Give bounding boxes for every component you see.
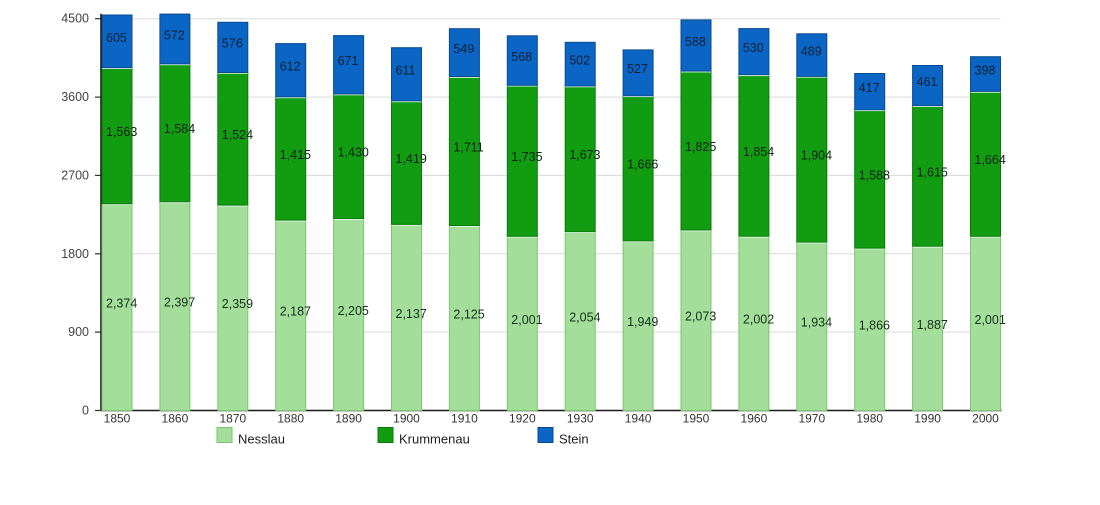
svg-text:461: 461 [917,75,938,89]
svg-text:Stein: Stein [559,432,589,447]
svg-text:568: 568 [511,50,532,64]
svg-text:1950: 1950 [683,412,710,426]
svg-text:1,588: 1,588 [859,168,890,182]
svg-text:1880: 1880 [277,412,304,426]
svg-text:1,666: 1,666 [627,158,658,172]
svg-text:2,002: 2,002 [743,313,774,327]
svg-text:3600: 3600 [61,90,89,104]
svg-text:2,073: 2,073 [685,310,716,324]
svg-text:1,415: 1,415 [280,148,311,162]
svg-text:588: 588 [685,35,706,49]
svg-text:1,524: 1,524 [222,128,253,142]
svg-text:1960: 1960 [741,412,768,426]
svg-text:2,001: 2,001 [975,313,1006,327]
svg-text:2,137: 2,137 [396,307,427,321]
svg-text:417: 417 [859,81,880,95]
svg-text:549: 549 [453,42,474,56]
svg-text:900: 900 [68,325,89,339]
svg-text:1,735: 1,735 [511,150,542,164]
svg-text:2,359: 2,359 [222,297,253,311]
svg-text:1,615: 1,615 [917,165,948,179]
svg-text:2000: 2000 [972,412,999,426]
svg-text:1,887: 1,887 [917,318,948,332]
svg-text:4500: 4500 [61,12,89,26]
svg-text:1980: 1980 [856,412,883,426]
svg-text:2700: 2700 [61,168,89,182]
svg-text:489: 489 [801,45,822,59]
svg-text:2,054: 2,054 [569,311,600,325]
svg-text:1850: 1850 [104,412,131,426]
svg-text:1,430: 1,430 [338,146,369,160]
svg-text:572: 572 [164,28,185,42]
svg-text:1920: 1920 [509,412,536,426]
svg-text:1930: 1930 [567,412,594,426]
svg-text:1,419: 1,419 [396,152,427,166]
svg-text:1,854: 1,854 [743,145,774,159]
svg-text:1870: 1870 [219,412,246,426]
svg-text:1890: 1890 [335,412,362,426]
svg-text:1,825: 1,825 [685,140,716,154]
svg-text:671: 671 [338,54,359,68]
svg-text:1,711: 1,711 [453,140,483,154]
svg-text:527: 527 [627,62,648,76]
svg-text:1,664: 1,664 [975,153,1006,167]
svg-text:1,673: 1,673 [569,148,600,162]
svg-text:530: 530 [743,41,764,55]
svg-text:2,397: 2,397 [164,296,195,310]
svg-text:2,205: 2,205 [338,304,369,318]
svg-text:1,934: 1,934 [801,316,832,330]
svg-text:1910: 1910 [451,412,478,426]
svg-text:2,374: 2,374 [106,297,137,311]
svg-text:1900: 1900 [393,412,420,426]
svg-text:398: 398 [975,64,996,78]
svg-text:1860: 1860 [162,412,189,426]
svg-text:1,563: 1,563 [106,125,137,139]
svg-text:1,584: 1,584 [164,122,195,136]
svg-text:612: 612 [280,60,301,74]
svg-text:2,001: 2,001 [511,313,542,327]
svg-text:1970: 1970 [798,412,825,426]
svg-text:0: 0 [82,404,89,418]
svg-text:2,125: 2,125 [453,307,484,321]
svg-text:1,866: 1,866 [859,319,890,333]
svg-text:611: 611 [396,64,416,78]
svg-text:1800: 1800 [61,247,89,261]
svg-text:1,949: 1,949 [627,315,658,329]
svg-text:Nesslau: Nesslau [238,432,285,447]
svg-text:576: 576 [222,37,243,51]
svg-text:502: 502 [569,54,590,68]
svg-text:1,904: 1,904 [801,149,832,163]
svg-text:2,187: 2,187 [280,305,311,319]
svg-text:1940: 1940 [625,412,652,426]
svg-text:605: 605 [106,31,127,45]
svg-text:1990: 1990 [914,412,941,426]
svg-text:Krummenau: Krummenau [399,432,470,447]
